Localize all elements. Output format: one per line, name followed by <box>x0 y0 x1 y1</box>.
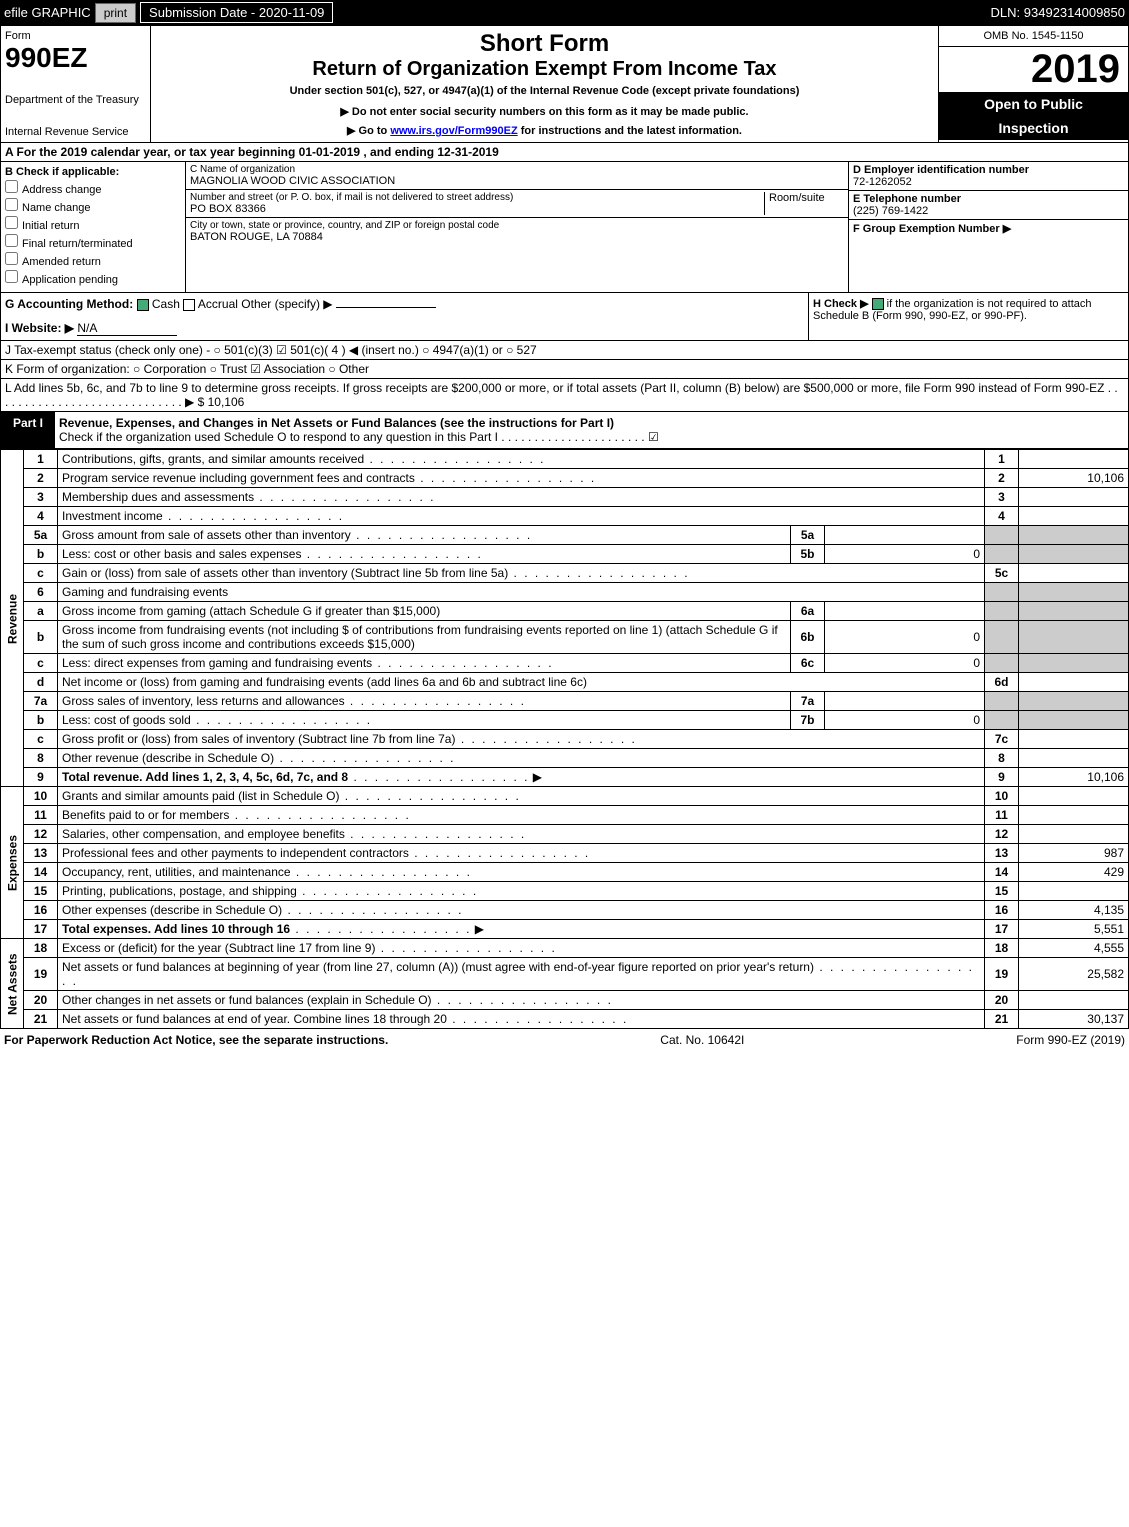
check-initial-return[interactable]: Initial return <box>5 216 181 232</box>
subtitle-section: Under section 501(c), 527, or 4947(a)(1)… <box>155 85 934 97</box>
org-city: BATON ROUGE, LA 70884 <box>190 231 844 243</box>
row-a-tax-year: A For the 2019 calendar year, or tax yea… <box>0 143 1129 162</box>
subtitle-ssn-warning: ▶ Do not enter social security numbers o… <box>155 105 934 118</box>
addr-label: Number and street (or P. O. box, if mail… <box>190 192 764 203</box>
lines-table: Revenue 1Contributions, gifts, grants, a… <box>0 449 1129 1029</box>
expenses-section-label: Expenses <box>1 787 24 939</box>
print-button[interactable]: print <box>95 3 136 23</box>
form-label: Form <box>5 30 146 42</box>
title-return: Return of Organization Exempt From Incom… <box>155 58 934 81</box>
dln-label: DLN: 93492314009850 <box>991 5 1125 20</box>
row-l-gross-receipts: L Add lines 5b, 6c, and 7b to line 9 to … <box>0 379 1129 412</box>
group-exemption-label: F Group Exemption Number ▶ <box>853 223 1011 235</box>
netassets-section-label: Net Assets <box>1 939 24 1029</box>
tel-value: (225) 769-1422 <box>853 205 928 217</box>
website-value: N/A <box>77 321 177 336</box>
check-cash[interactable] <box>137 299 149 311</box>
subtitle-goto: ▶ Go to www.irs.gov/Form990EZ for instru… <box>155 124 934 137</box>
form-header: Form 990EZ Department of the Treasury In… <box>0 25 1129 143</box>
row-k-org-form: K Form of organization: ○ Corporation ○ … <box>0 360 1129 379</box>
part-1-title: Revenue, Expenses, and Changes in Net As… <box>59 416 614 430</box>
title-short-form: Short Form <box>155 30 934 58</box>
check-amended-return[interactable]: Amended return <box>5 252 181 268</box>
part-1-header: Part I Revenue, Expenses, and Changes in… <box>0 412 1129 449</box>
city-label: City or town, state or province, country… <box>190 220 844 231</box>
footer-cat: Cat. No. 10642I <box>660 1033 744 1047</box>
tel-label: E Telephone number <box>853 193 961 205</box>
part-1-check: Check if the organization used Schedule … <box>59 430 659 444</box>
submission-date: Submission Date - 2020-11-09 <box>140 2 333 23</box>
check-address-change[interactable]: Address change <box>5 180 181 196</box>
page-footer: For Paperwork Reduction Act Notice, see … <box>0 1029 1129 1051</box>
org-address: PO BOX 83366 <box>190 203 764 215</box>
open-public: Open to Public <box>939 92 1128 116</box>
tax-year: 2019 <box>939 47 1128 92</box>
omb-number: OMB No. 1545-1150 <box>939 26 1128 47</box>
check-final-return[interactable]: Final return/terminated <box>5 234 181 250</box>
footer-left: For Paperwork Reduction Act Notice, see … <box>4 1033 388 1047</box>
dept-label: Department of the Treasury <box>5 94 146 106</box>
irs-label: Internal Revenue Service <box>5 126 146 138</box>
room-suite-label: Room/suite <box>764 192 844 215</box>
box-b-checks: B Check if applicable: Address change Na… <box>1 162 186 292</box>
inspection: Inspection <box>939 116 1128 140</box>
form-number: 990EZ <box>5 42 146 74</box>
website-label: I Website: ▶ <box>5 321 74 335</box>
h-check-label: H Check ▶ <box>813 298 869 310</box>
check-name-change[interactable]: Name change <box>5 198 181 214</box>
accounting-method-label: G Accounting Method: <box>5 297 133 311</box>
check-application-pending[interactable]: Application pending <box>5 270 181 286</box>
org-name-label: C Name of organization <box>190 164 844 175</box>
efile-label: efile GRAPHIC <box>4 5 91 20</box>
ein-value: 72-1262052 <box>853 176 912 188</box>
revenue-section-label: Revenue <box>1 450 24 787</box>
row-j-tax-exempt: J Tax-exempt status (check only one) - ○… <box>0 341 1129 360</box>
ein-label: D Employer identification number <box>853 164 1029 176</box>
check-schedule-b[interactable] <box>872 298 884 310</box>
irs-link[interactable]: www.irs.gov/Form990EZ <box>390 125 517 137</box>
org-name: MAGNOLIA WOOD CIVIC ASSOCIATION <box>190 175 844 187</box>
info-block: B Check if applicable: Address change Na… <box>0 162 1129 293</box>
top-bar: efile GRAPHIC print Submission Date - 20… <box>0 0 1129 25</box>
check-accrual[interactable] <box>183 299 195 311</box>
row-g-h-i: G Accounting Method: Cash Accrual Other … <box>0 293 1129 341</box>
part-1-label: Part I <box>1 412 55 448</box>
footer-form: Form 990-EZ (2019) <box>1016 1033 1125 1047</box>
